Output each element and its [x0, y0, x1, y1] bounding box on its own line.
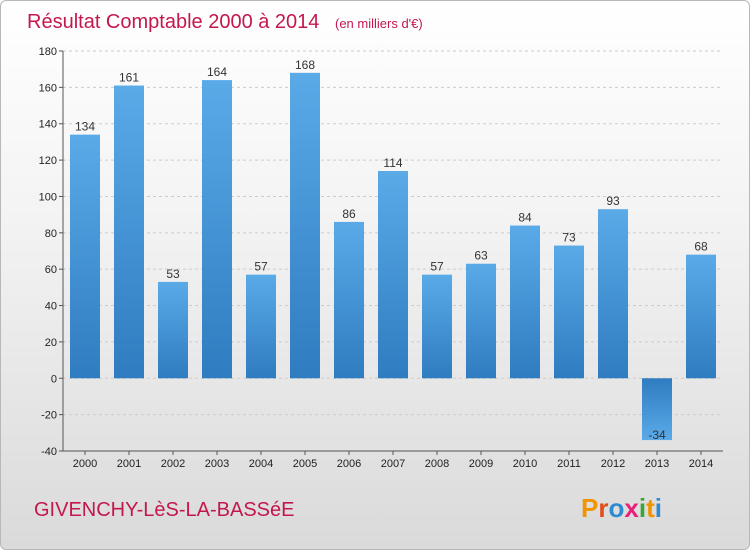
value-label: 53: [166, 267, 180, 281]
value-labels: 134 161 53 164 57 168 86 114 57 63 84 73 93 -34 68: [75, 58, 708, 442]
x-tick-label: 2005: [293, 458, 317, 470]
value-label: 57: [254, 260, 268, 274]
bar-2014: [686, 254, 716, 379]
bar-2013: [642, 378, 672, 441]
bar-2006: [334, 221, 364, 379]
chart-title: Résultat Comptable 2000 à 2014 (en milli…: [27, 11, 423, 33]
x-tick-label: 2012: [601, 458, 625, 470]
x-tick-label: 2000: [73, 458, 97, 470]
y-tick-label: 100: [39, 191, 57, 203]
value-label: 86: [342, 207, 356, 221]
bar-2012: [598, 209, 628, 379]
y-tick-label: -20: [41, 410, 57, 422]
x-tick-label: 2004: [249, 458, 273, 470]
bars: [70, 72, 716, 441]
bar-2009: [466, 263, 496, 379]
y-tick-label: 80: [45, 228, 57, 240]
x-tick-label: 2001: [117, 458, 141, 470]
x-tick-label: 2013: [645, 458, 669, 470]
x-tick-label: 2008: [425, 458, 449, 470]
chart-title-main: Résultat Comptable 2000 à 2014: [27, 11, 319, 33]
value-label: 134: [75, 120, 95, 134]
x-tick-label: 2011: [557, 458, 581, 470]
logo-letter: x: [624, 493, 639, 523]
y-tick-label: 180: [39, 46, 57, 58]
x-tick-label: 2002: [161, 458, 185, 470]
value-label: 114: [383, 156, 402, 170]
value-label: 73: [562, 231, 576, 245]
bar-2011: [554, 245, 584, 379]
value-label: 93: [606, 194, 620, 208]
bar-2005: [290, 72, 320, 379]
y-tick-label: 120: [39, 155, 57, 167]
bar-2004: [246, 274, 276, 379]
value-label: 57: [430, 260, 444, 274]
y-tick-label: 160: [39, 82, 57, 94]
y-tick-label: 20: [45, 337, 57, 349]
x-tick-label: 2003: [205, 458, 229, 470]
y-tick-label: 0: [51, 373, 57, 385]
bar-2008: [422, 274, 452, 379]
y-tick-label: 60: [45, 264, 57, 276]
y-tick-label: 40: [45, 301, 57, 313]
x-tick-label: 2006: [337, 458, 361, 470]
commune-name: GIVENCHY-LèS-LA-BASSéE: [34, 499, 294, 521]
x-tick-label: 2007: [381, 458, 405, 470]
bar-2010: [510, 225, 540, 379]
x-tick-label: 2010: [513, 458, 537, 470]
logo-letter: o: [608, 493, 624, 523]
y-tick-label: -40: [41, 446, 57, 458]
value-label: -34: [648, 428, 666, 442]
value-label: 68: [694, 240, 708, 254]
logo-letter: t: [646, 493, 655, 523]
bar-2007: [378, 171, 408, 379]
bar-2000: [70, 134, 100, 379]
bar-2003: [202, 80, 232, 379]
value-label: 161: [119, 71, 139, 85]
logo-letter: r: [598, 493, 608, 523]
value-label: 84: [518, 211, 532, 225]
value-label: 63: [474, 249, 488, 263]
bar-2002: [158, 281, 188, 379]
x-tick-label: 2014: [689, 458, 713, 470]
value-label: 164: [207, 65, 227, 79]
logo-letter: i: [655, 493, 662, 523]
logo-letter: i: [639, 493, 646, 523]
axes: -40 -20 0 20 40 60 80 100 120 140 160 180 2000 2001 20…: [39, 46, 723, 470]
value-label: 168: [295, 58, 315, 72]
chart-subtitle: (en milliers d'€): [335, 16, 423, 31]
proxiti-logo: Proxiti: [581, 493, 662, 523]
y-tick-label: 140: [39, 119, 57, 131]
x-tick-label: 2009: [469, 458, 493, 470]
logo-letter: P: [581, 493, 598, 523]
bar-2001: [114, 85, 144, 379]
